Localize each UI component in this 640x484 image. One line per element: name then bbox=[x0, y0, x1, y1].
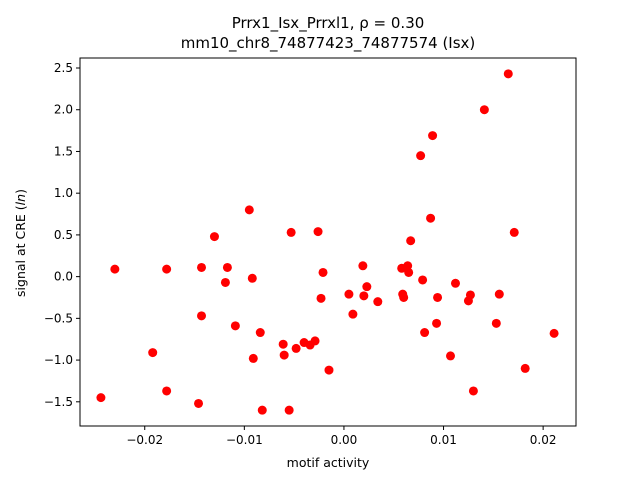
plot-frame bbox=[79, 57, 577, 427]
data-point bbox=[344, 289, 354, 299]
data-point bbox=[284, 405, 294, 415]
data-point bbox=[358, 261, 368, 271]
x-tick-label: −0.01 bbox=[226, 433, 263, 447]
data-point bbox=[255, 328, 265, 338]
data-point bbox=[257, 405, 267, 415]
data-point bbox=[403, 261, 413, 271]
data-point bbox=[420, 328, 430, 338]
y-tick-label: −0.5 bbox=[44, 311, 73, 325]
data-point bbox=[509, 227, 519, 237]
x-tick-label: 0.00 bbox=[331, 433, 358, 447]
x-tick-label: −0.02 bbox=[126, 433, 163, 447]
data-point bbox=[278, 339, 288, 349]
data-point bbox=[244, 205, 254, 215]
data-point bbox=[247, 273, 257, 283]
y-tick-label: 1.5 bbox=[54, 144, 73, 158]
data-point bbox=[503, 69, 513, 79]
data-point bbox=[432, 318, 442, 328]
data-point bbox=[194, 398, 204, 408]
data-point bbox=[491, 318, 501, 328]
data-point bbox=[494, 289, 504, 299]
data-point bbox=[324, 365, 334, 375]
x-tick-label: 0.01 bbox=[430, 433, 457, 447]
y-tick-label: 1.0 bbox=[54, 186, 73, 200]
data-point bbox=[416, 151, 426, 161]
data-point bbox=[418, 275, 428, 285]
data-point bbox=[197, 311, 207, 321]
points-layer bbox=[96, 69, 559, 415]
data-point bbox=[220, 277, 230, 287]
data-point bbox=[310, 336, 320, 346]
y-axis-label: signal at CRE (ln) bbox=[13, 189, 28, 297]
data-point bbox=[362, 282, 372, 292]
data-point bbox=[162, 264, 172, 274]
data-point bbox=[479, 105, 489, 115]
y-tick-label: −1.0 bbox=[44, 353, 73, 367]
x-axis-label: motif activity bbox=[287, 455, 370, 470]
data-point bbox=[549, 328, 559, 338]
x-tick-label: 0.02 bbox=[530, 433, 557, 447]
y-tick-label: 0.0 bbox=[54, 270, 73, 284]
data-point bbox=[446, 351, 456, 361]
data-point bbox=[286, 227, 296, 237]
data-point bbox=[96, 393, 106, 403]
data-point bbox=[520, 363, 530, 373]
data-point bbox=[248, 353, 258, 363]
data-point bbox=[348, 309, 358, 319]
data-point bbox=[406, 236, 416, 246]
data-point bbox=[222, 262, 232, 272]
y-tick-label: 0.5 bbox=[54, 228, 73, 242]
data-point bbox=[313, 227, 323, 237]
data-point bbox=[148, 348, 158, 358]
data-point bbox=[291, 343, 301, 353]
y-tick-label: 2.0 bbox=[54, 103, 73, 117]
data-point bbox=[433, 292, 443, 302]
data-point bbox=[465, 290, 475, 300]
data-point bbox=[399, 292, 409, 302]
data-point bbox=[426, 213, 436, 223]
data-point bbox=[197, 262, 207, 272]
data-point bbox=[468, 386, 478, 396]
data-point bbox=[404, 267, 414, 277]
y-tick-label: 2.5 bbox=[54, 61, 73, 75]
chart-title-line-2: mm10_chr8_74877423_74877574 (Isx) bbox=[181, 34, 476, 53]
data-point bbox=[110, 264, 120, 274]
data-point bbox=[162, 386, 172, 396]
data-point bbox=[279, 350, 289, 360]
data-point bbox=[450, 278, 460, 288]
data-point bbox=[209, 232, 219, 242]
data-point bbox=[316, 293, 326, 303]
data-point bbox=[359, 291, 369, 301]
data-point bbox=[318, 267, 328, 277]
data-point bbox=[373, 297, 383, 307]
y-tick-label: −1.5 bbox=[44, 395, 73, 409]
axes-layer: −0.02 −0.01 0.00 0.01 0.02 −1.5 −1.0 −0.5 0.0 0.5… bbox=[44, 57, 577, 447]
data-point bbox=[428, 131, 438, 141]
chart-title-line-1: Prrx1_Isx_Prrxl1, ρ = 0.30 bbox=[232, 14, 425, 33]
data-point bbox=[230, 321, 240, 331]
